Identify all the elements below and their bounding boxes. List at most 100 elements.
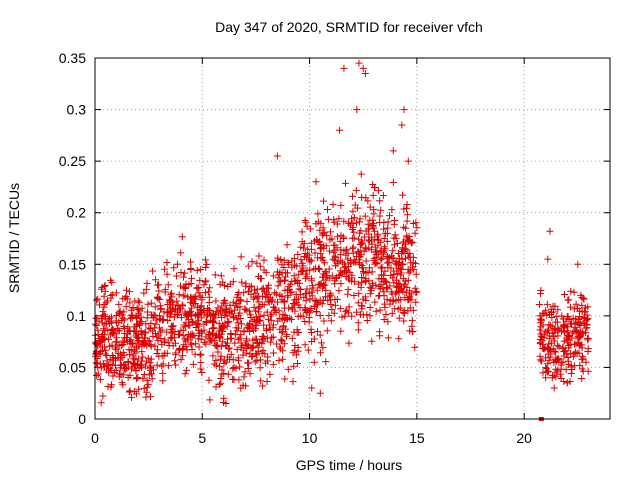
data-point (322, 293, 330, 301)
data-point (182, 337, 190, 345)
data-point (120, 316, 128, 324)
data-point (217, 374, 225, 382)
data-point (291, 342, 299, 350)
data-point (335, 271, 343, 279)
data-point (543, 368, 551, 376)
data-point (261, 350, 269, 358)
data-point (104, 383, 112, 391)
data-point (187, 258, 195, 266)
data-point (361, 278, 369, 286)
data-point (579, 294, 587, 302)
data-point (202, 340, 210, 348)
data-point (142, 285, 150, 293)
data-point (374, 236, 382, 244)
data-point (536, 326, 544, 334)
data-point (278, 329, 286, 337)
data-point (255, 317, 263, 325)
y-tick-label: 0.05 (59, 359, 86, 375)
data-point (99, 392, 107, 400)
data-point (312, 178, 320, 186)
data-point (122, 293, 130, 301)
data-point (276, 325, 284, 333)
data-point (134, 311, 142, 319)
data-point (546, 227, 554, 235)
data-point (227, 334, 235, 342)
data-point (245, 323, 253, 331)
data-point (307, 325, 315, 333)
data-point (565, 315, 573, 323)
data-point (241, 368, 249, 376)
data-point (567, 287, 575, 295)
data-point (196, 276, 204, 284)
data-point (140, 289, 148, 297)
data-point (268, 334, 276, 342)
data-point (560, 348, 568, 356)
data-point (244, 324, 252, 332)
data-point (377, 264, 385, 272)
data-point (535, 301, 543, 309)
data-point (404, 157, 412, 165)
data-point (137, 327, 145, 335)
data-point (404, 237, 412, 245)
data-point (222, 358, 230, 366)
data-point (175, 346, 183, 354)
data-point (316, 245, 324, 253)
data-point (395, 289, 403, 297)
data-point (573, 318, 581, 326)
data-point (154, 346, 162, 354)
data-point (409, 263, 417, 271)
data-point (233, 346, 241, 354)
data-point (188, 317, 196, 325)
data-point (258, 336, 266, 344)
data-point (108, 351, 116, 359)
data-point (266, 294, 274, 302)
data-point (136, 319, 144, 327)
data-point (220, 357, 228, 365)
data-point (402, 240, 410, 248)
data-point (349, 234, 357, 242)
data-point (290, 362, 298, 370)
data-point (288, 278, 296, 286)
data-point (256, 262, 264, 270)
data-point (303, 273, 311, 281)
data-point (206, 316, 214, 324)
data-point (265, 298, 273, 306)
data-point (337, 280, 345, 288)
data-point (584, 334, 592, 342)
data-point (246, 283, 254, 291)
data-point (388, 309, 396, 317)
data-point (391, 231, 399, 239)
data-point (217, 352, 225, 360)
data-point (246, 370, 254, 378)
data-point (564, 354, 572, 362)
data-point (371, 235, 379, 243)
data-point (319, 296, 327, 304)
data-point (170, 334, 178, 342)
data-point (353, 219, 361, 227)
data-point (580, 295, 588, 303)
data-point (563, 379, 571, 387)
data-point (336, 237, 344, 245)
data-point (358, 193, 366, 201)
y-tick-label: 0.25 (59, 153, 86, 169)
data-point (201, 278, 209, 286)
data-point (327, 228, 335, 236)
data-point (182, 319, 190, 327)
data-point (373, 260, 381, 268)
data-point (334, 257, 342, 265)
data-point (289, 349, 297, 357)
data-point (187, 310, 195, 318)
data-point (376, 332, 384, 340)
data-point (337, 305, 345, 313)
data-point (145, 324, 153, 332)
data-point (570, 288, 578, 296)
data-point (259, 346, 267, 354)
data-point (187, 339, 195, 347)
data-point (542, 374, 550, 382)
data-point (157, 305, 165, 313)
data-point (582, 358, 590, 366)
data-point (340, 264, 348, 272)
x-tick-label: 10 (302, 430, 318, 446)
data-point (115, 300, 123, 308)
data-point (152, 276, 160, 284)
